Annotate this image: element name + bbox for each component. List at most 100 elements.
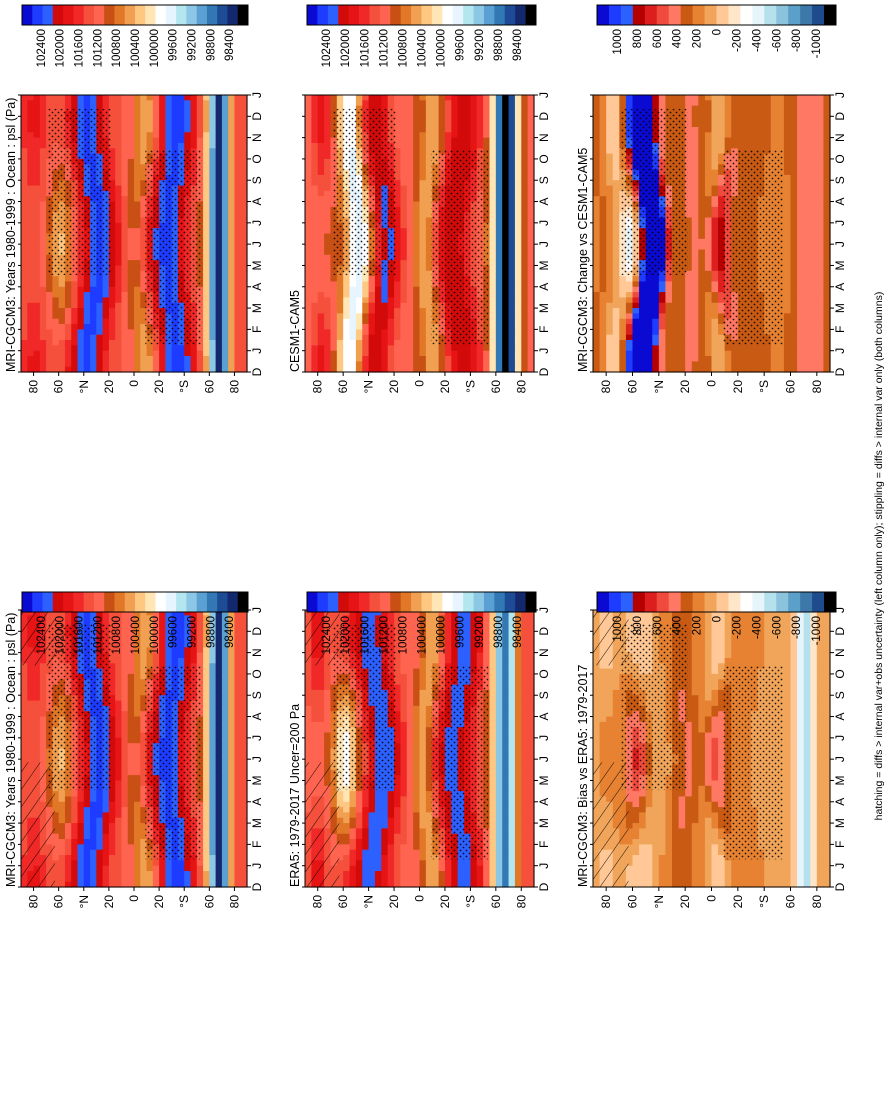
colorbar-tick-label: 800 [632, 616, 644, 635]
colorbar-swatch [307, 592, 318, 612]
x-tick-label: D [537, 882, 551, 891]
colorbar-swatch [473, 592, 485, 612]
colorbar-swatch [644, 592, 658, 612]
x-tick-label: J [250, 756, 264, 762]
colorbar-tick-label: 100400 [130, 29, 142, 67]
y-tick-label: °S [463, 895, 477, 908]
colorbar-swatch [504, 592, 516, 612]
colorbar-swatch [176, 5, 187, 25]
x-tick-label: F [833, 326, 847, 333]
colorbar-swatch [728, 592, 741, 612]
colorbar-tick-label: 101600 [359, 616, 371, 654]
x-tick-label: F [250, 326, 264, 333]
colorbar-tick-label: -200 [731, 616, 743, 639]
x-tick-label: A [250, 713, 264, 721]
colorbar-swatch [22, 5, 33, 25]
x-tick-label: S [250, 176, 264, 184]
colorbar-tick-label: -1000 [811, 29, 823, 58]
colorbar-tick-label: 100000 [149, 616, 161, 654]
colorbar-swatch [608, 5, 622, 25]
x-tick-label: D [537, 112, 551, 121]
colorbar-tick-label: 600 [652, 616, 664, 635]
colorbar-swatch [32, 592, 43, 612]
colorbar-swatch [165, 592, 177, 612]
colorbar-swatch [52, 5, 64, 25]
colorbar-swatch [400, 5, 412, 25]
y-tick-label: 80 [227, 380, 241, 394]
colorbar-swatch [359, 592, 370, 612]
x-tick-label: F [250, 841, 264, 848]
x-tick-label: O [537, 669, 551, 678]
colorbar-swatch [307, 5, 318, 25]
colorbar-swatch [327, 592, 339, 612]
colorbar-tick-label: 102000 [340, 616, 352, 654]
x-tick-label: O [537, 154, 551, 163]
colorbar-tick-label: -1000 [811, 616, 823, 645]
colorbar-tick-label: 98400 [224, 616, 236, 648]
colorbar-tick-label: 101200 [378, 29, 390, 67]
colorbar-tick-label: 99200 [474, 616, 486, 648]
colorbar-tick-label: 99600 [168, 29, 180, 61]
x-tick-label: M [833, 260, 847, 270]
x-tick-label: D [537, 367, 551, 376]
colorbar-swatch [22, 592, 33, 612]
y-tick-label: 80 [810, 895, 824, 909]
colorbar-swatch [800, 592, 813, 612]
x-tick-label: M [250, 303, 264, 313]
y-tick-label: 20 [387, 380, 401, 394]
stippling-region [145, 150, 202, 345]
colorbar-swatch [176, 592, 187, 612]
colorbar-tick-label: 101200 [92, 29, 104, 67]
footnote-group: hatching = diffs > internal var+obs unce… [873, 292, 885, 821]
colorbar-swatch [463, 5, 474, 25]
colorbar-swatch [196, 5, 208, 25]
colorbar-swatch [327, 5, 339, 25]
colorbar-tick-label: 99600 [455, 616, 467, 648]
y-tick-label: °N [362, 895, 376, 908]
x-tick-label: J [833, 241, 847, 247]
x-tick-label: A [250, 798, 264, 806]
chart-title: CESM1-CAM5 [288, 290, 302, 372]
y-tick-label: 0 [413, 380, 427, 387]
colorbar-swatch [812, 5, 825, 25]
colorbar-swatch [165, 5, 177, 25]
colorbar-swatch [800, 5, 813, 25]
y-tick-label: 0 [413, 895, 427, 902]
x-tick-label: S [833, 176, 847, 184]
y-tick-label: 0 [705, 380, 719, 387]
colorbar-tick-label: 1000 [612, 616, 624, 642]
colorbar: 102400 102000 101600 101200 100800 100400 1000… [21, 4, 249, 67]
x-tick-label: F [833, 841, 847, 848]
x-tick-label: J [537, 756, 551, 762]
colorbar-frame [596, 591, 837, 613]
colorbar-swatch [680, 592, 693, 612]
colorbar-swatch [692, 5, 705, 25]
stippling-region [621, 623, 688, 791]
colorbar-swatch [411, 5, 422, 25]
x-tick-label: J [250, 348, 264, 354]
y-tick-label: 60 [489, 380, 503, 394]
colorbar-swatch [668, 5, 682, 25]
colorbar-tick-label: 102000 [55, 616, 67, 654]
y-tick-label: °S [757, 380, 771, 393]
figure-footnote: hatching = diffs > internal var+obs unce… [873, 292, 885, 821]
x-tick-label: A [537, 798, 551, 806]
colorbar-tick-label: 400 [672, 616, 684, 635]
colorbar-swatch [442, 592, 454, 612]
colorbar-tick-label: 102000 [55, 29, 67, 67]
colorbar-tick-label: 200 [692, 29, 704, 48]
colorbar-tick-label: 0 [712, 29, 724, 35]
y-tick-label: 80 [27, 380, 41, 394]
x-tick-label: J [833, 607, 847, 613]
colorbar-swatch [421, 5, 433, 25]
y-tick-label: 80 [227, 895, 241, 909]
x-tick-label: D [833, 882, 847, 891]
colorbar-tick-label: 102400 [321, 616, 333, 654]
chart-title: ERA5: 1979-2017 Uncer=200 Pa [288, 704, 302, 887]
colorbar-swatch [704, 592, 717, 612]
colorbar-swatch [93, 5, 105, 25]
colorbar-swatch [421, 592, 433, 612]
x-tick-label: J [537, 220, 551, 226]
colorbar-swatch [473, 5, 485, 25]
colorbar-swatch [114, 592, 126, 612]
